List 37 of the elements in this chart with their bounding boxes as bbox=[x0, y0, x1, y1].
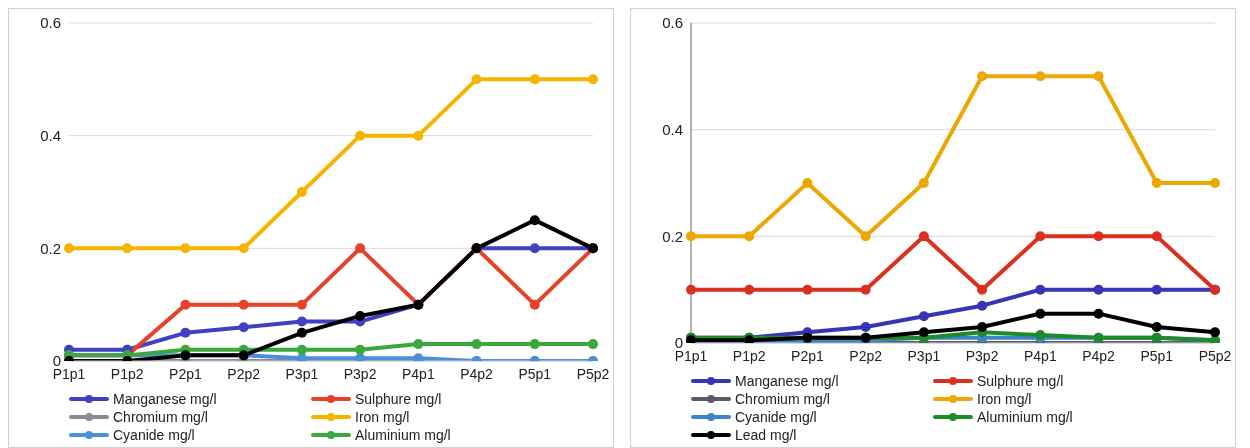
legend-label: Aluminium mg/l bbox=[977, 409, 1073, 425]
y-tick-label: 0.2 bbox=[662, 227, 683, 245]
y-tick-label: 0.4 bbox=[40, 126, 61, 144]
x-tick-label: P1p2 bbox=[732, 347, 766, 364]
x-tick-label: P2p1 bbox=[791, 347, 824, 364]
legend-label: Manganese mg/l bbox=[735, 373, 839, 389]
legend-label: Sulphure mg/l bbox=[355, 391, 442, 407]
y-tick-label: 0.6 bbox=[662, 14, 683, 32]
x-tick-label: P4p2 bbox=[460, 365, 494, 382]
y-tick-label: 0.6 bbox=[40, 14, 61, 32]
x-tick-label: P2p2 bbox=[227, 365, 261, 382]
legend-label: Iron mg/l bbox=[977, 391, 1032, 407]
legend-label: Iron mg/l bbox=[355, 409, 410, 425]
legend-label: Chromium mg/l bbox=[735, 391, 830, 407]
x-tick-label: P3p1 bbox=[907, 347, 941, 364]
legend-label: Cyanide mg/l bbox=[113, 427, 195, 443]
x-tick-label: P1p2 bbox=[110, 365, 144, 382]
legend-label: Sulphure mg/l bbox=[977, 373, 1064, 389]
legend-label: Cyanide mg/l bbox=[735, 409, 817, 425]
x-tick-label: P4p2 bbox=[1082, 347, 1116, 364]
x-tick-label: P4p1 bbox=[1023, 347, 1057, 364]
x-tick-label: P3p1 bbox=[285, 365, 319, 382]
legend-label: Chromium mg/l bbox=[113, 409, 208, 425]
y-tick-label: 0.2 bbox=[40, 239, 61, 257]
x-tick-label: P2p1 bbox=[169, 365, 202, 382]
legend-label: Manganese mg/l bbox=[113, 391, 217, 407]
y-tick-label: 0.4 bbox=[662, 120, 683, 138]
x-tick-label: P3p2 bbox=[965, 347, 999, 364]
legend-label: Lead mg/l bbox=[735, 427, 797, 443]
x-tick-label: P2p2 bbox=[849, 347, 883, 364]
x-tick-label: P4p1 bbox=[401, 365, 435, 382]
x-tick-label: P5p1 bbox=[1140, 347, 1174, 364]
x-tick-label: P3p2 bbox=[343, 365, 377, 382]
x-tick-label: P5p2 bbox=[576, 365, 610, 382]
x-tick-label: P5p2 bbox=[1198, 347, 1232, 364]
x-tick-label: P5p1 bbox=[518, 365, 552, 382]
legend-label: Aluminium mg/l bbox=[355, 427, 451, 443]
